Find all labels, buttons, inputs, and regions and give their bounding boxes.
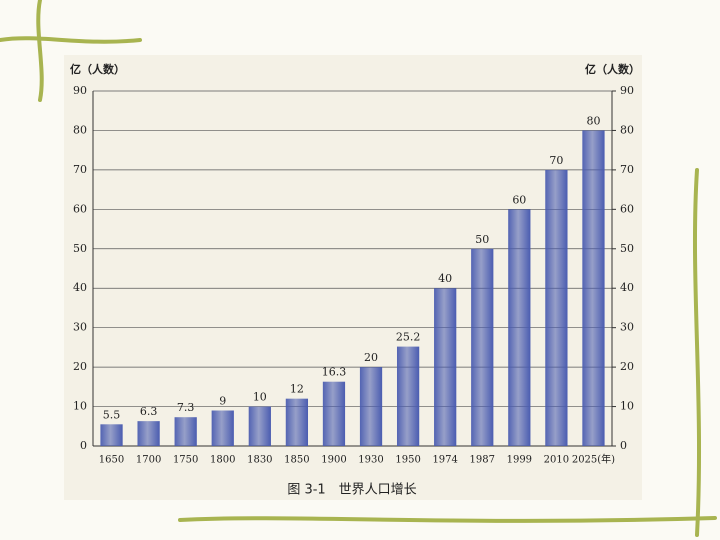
- x-tick-label: 1987: [470, 455, 495, 466]
- y2-tick-label: 10: [620, 400, 634, 413]
- y2-tick-label: 30: [620, 321, 634, 334]
- value-label: 60: [512, 193, 526, 206]
- x-tick-label: 1650: [99, 455, 124, 466]
- y-axis-label: 亿（人数）: [70, 62, 125, 76]
- y2-tick-label: 70: [620, 163, 634, 176]
- y-tick-label: 90: [73, 84, 87, 97]
- value-label: 25.2: [396, 331, 421, 344]
- value-label: 9: [219, 395, 226, 408]
- bar: [471, 248, 494, 446]
- value-label: 20: [364, 351, 378, 364]
- x-tick-label: 1999: [507, 455, 532, 466]
- vine: [692, 168, 702, 537]
- value-label: 40: [438, 272, 452, 285]
- bar: [285, 398, 309, 446]
- value-label: 5.5: [103, 408, 121, 421]
- x-tick-label: 1800: [210, 455, 235, 466]
- y2-tick-label: 0: [620, 439, 627, 452]
- y2-tick-label: 40: [620, 281, 634, 294]
- x-tick-label: 1950: [395, 455, 420, 466]
- bar: [434, 288, 457, 446]
- bar: [322, 381, 346, 446]
- value-label: 7.3: [177, 401, 195, 414]
- x-tick-label: 2010: [544, 455, 569, 466]
- vine: [36, 0, 44, 102]
- y2-tick-label: 80: [620, 123, 634, 136]
- value-label: 10: [253, 391, 267, 404]
- bar: [211, 410, 234, 446]
- x-tick-label: 1900: [321, 455, 346, 466]
- y-tick-label: 60: [73, 202, 87, 215]
- bar: [248, 406, 271, 446]
- y-tick-label: 80: [73, 123, 87, 136]
- y2-tick-label: 60: [620, 202, 634, 215]
- y-tick-label: 30: [73, 321, 87, 334]
- y-tick-label: 0: [80, 439, 87, 452]
- bar: [359, 367, 383, 446]
- y2-tick-label: 50: [620, 242, 634, 255]
- y2-axis-label: 亿（人数）: [585, 62, 640, 76]
- x-tick-label: 1850: [284, 455, 309, 466]
- value-label: 16.3: [322, 366, 347, 379]
- x-tick-label: 2025(年): [572, 453, 615, 466]
- y2-tick-label: 20: [620, 360, 634, 373]
- value-label: 6.3: [140, 405, 158, 418]
- y-tick-label: 10: [73, 400, 87, 413]
- bar: [396, 346, 420, 446]
- value-label: 80: [586, 114, 600, 127]
- value-label: 12: [290, 383, 304, 396]
- y-tick-label: 20: [73, 360, 87, 373]
- value-label: 50: [475, 233, 489, 246]
- bar: [545, 169, 568, 446]
- y-tick-label: 40: [73, 281, 87, 294]
- chart-title: 图 3-1 世界人口增长: [287, 483, 416, 498]
- bar: [137, 421, 160, 446]
- y-tick-label: 50: [73, 242, 87, 255]
- x-tick-label: 1700: [136, 455, 161, 466]
- y-tick-label: 70: [73, 163, 87, 176]
- x-tick-label: 1930: [358, 455, 383, 466]
- x-tick-label: 1974: [432, 455, 457, 466]
- bar: [582, 130, 605, 446]
- vine: [0, 36, 142, 44]
- value-label: 70: [549, 154, 563, 167]
- bar: [174, 417, 197, 446]
- x-tick-label: 1830: [247, 455, 272, 466]
- vine: [178, 516, 717, 523]
- bar: [100, 424, 123, 446]
- bar: [508, 209, 531, 446]
- x-tick-label: 1750: [173, 455, 198, 466]
- y2-tick-label: 90: [620, 84, 634, 97]
